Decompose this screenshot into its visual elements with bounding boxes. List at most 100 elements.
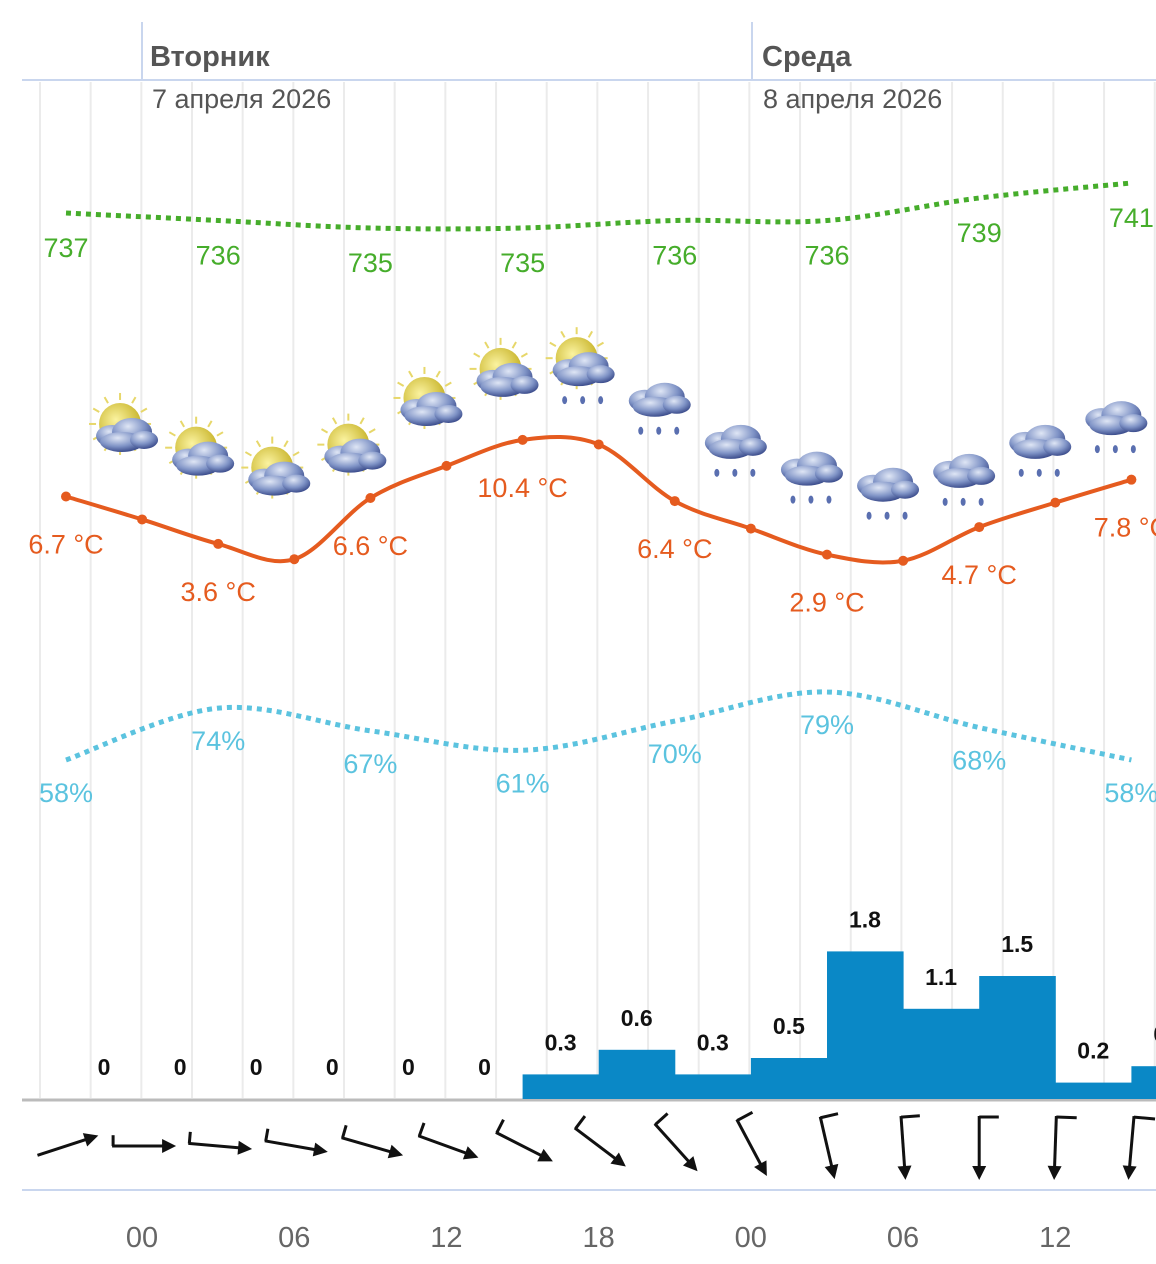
cloud <box>1043 437 1072 456</box>
sun-ray <box>484 341 490 349</box>
precip-bar <box>1131 1066 1156 1099</box>
sun-ray <box>511 341 517 349</box>
humidity-label: 58% <box>1104 778 1156 808</box>
sun-ray <box>549 341 557 348</box>
temperature-point <box>289 554 300 565</box>
temperature-point <box>974 522 985 533</box>
day-date: 8 апреля 2026 <box>763 84 942 114</box>
weather-icon <box>1085 401 1148 454</box>
humidity-label: 79% <box>800 710 854 740</box>
arrow-barb <box>574 1115 587 1130</box>
temperature-point <box>593 439 604 450</box>
wind-arrow <box>818 1112 839 1180</box>
arrow-shaft <box>899 1115 907 1173</box>
temperature-point <box>1050 497 1061 508</box>
rain-drop <box>1112 445 1118 454</box>
precip-label: 0 <box>98 1054 111 1080</box>
cloud <box>282 474 311 493</box>
rain-drop <box>978 497 984 506</box>
arrow-head <box>537 1148 553 1162</box>
wind-arrow <box>1047 1115 1077 1180</box>
arrow-barb <box>900 1114 920 1119</box>
sun-ray <box>216 431 224 437</box>
arrow-head <box>610 1152 626 1167</box>
arrow-shaft <box>341 1136 396 1155</box>
wind-arrow <box>264 1128 328 1157</box>
sun-ray <box>179 420 186 428</box>
precip-label: 1.1 <box>925 964 957 990</box>
cloud <box>814 464 843 483</box>
wind-arrow <box>495 1118 553 1162</box>
precip-label: 0.3 <box>697 1029 729 1055</box>
sun-ray <box>283 440 289 448</box>
precip-bar <box>903 1008 980 1099</box>
temperature-label: 6.4 °C <box>637 534 712 564</box>
humidity-label: 67% <box>343 749 397 779</box>
rain-drop <box>1018 468 1024 477</box>
arrow-barb <box>264 1128 270 1142</box>
pressure-label: 736 <box>196 241 241 271</box>
sun-ray <box>131 396 137 404</box>
precip-bar <box>674 1074 752 1099</box>
hour-label: 18 <box>582 1222 614 1254</box>
pressure-line <box>65 180 1132 232</box>
precip-label: 0.5 <box>773 1013 805 1039</box>
hour-label: 00 <box>126 1222 158 1254</box>
rain-drop <box>598 396 604 405</box>
grid <box>39 82 1156 1098</box>
wind-arrow <box>735 1110 767 1177</box>
sun-ray <box>587 330 594 338</box>
sun-ray <box>520 352 528 358</box>
hour-label: 00 <box>735 1222 767 1254</box>
weather-icon <box>89 392 159 455</box>
sun-ray <box>321 428 329 434</box>
arrow-head <box>824 1163 839 1180</box>
arrow-head <box>162 1139 177 1153</box>
arrow-shaft <box>188 1141 245 1150</box>
cloud <box>967 466 996 485</box>
rain-drop <box>1094 445 1100 454</box>
rain-drop <box>960 497 966 506</box>
precip-bar <box>750 1058 828 1099</box>
precip-label: 0 <box>250 1054 263 1080</box>
arrow-head <box>1047 1165 1062 1180</box>
arrow-shaft <box>37 1136 92 1157</box>
hour-label: 06 <box>278 1222 310 1254</box>
rain-drop <box>714 468 720 477</box>
arrow-barb <box>495 1118 505 1134</box>
wind-arrow <box>417 1122 479 1160</box>
cloud <box>586 365 615 384</box>
sun-ray <box>435 370 441 378</box>
wind-arrow <box>653 1112 698 1172</box>
arrow-barb <box>341 1124 348 1139</box>
sun-ray <box>408 370 414 378</box>
arrow-head <box>462 1146 479 1160</box>
temperature-point <box>137 514 148 525</box>
weather-icon <box>165 416 235 479</box>
wind-arrow <box>1122 1115 1156 1180</box>
temperature-point <box>213 538 224 549</box>
wind-arrow <box>111 1135 177 1153</box>
sun-ray <box>596 341 604 348</box>
weather-icon <box>469 337 539 400</box>
wind-arrow <box>37 1133 99 1157</box>
arrow-head <box>754 1160 767 1177</box>
humidity-label: 61% <box>496 768 550 798</box>
temperature-point <box>441 460 452 471</box>
precip-bar <box>979 976 1056 1099</box>
hour-label: 06 <box>887 1222 919 1254</box>
precip-label: 0.3 <box>545 1029 577 1055</box>
hour-label: 12 <box>1039 1222 1071 1254</box>
rain-drop <box>732 468 738 477</box>
arrow-shaft <box>1052 1115 1058 1173</box>
arrow-head <box>312 1142 328 1157</box>
wind-arrow <box>341 1124 404 1159</box>
precip-label: 0.4 <box>1153 1021 1156 1047</box>
rain-drop <box>790 495 796 504</box>
temperature-point <box>669 496 680 507</box>
arrow-head <box>682 1156 698 1172</box>
wind-arrow <box>972 1115 999 1180</box>
rain-drop <box>808 495 814 504</box>
sun-ray <box>103 396 109 404</box>
precip-label: 0 <box>478 1054 491 1080</box>
